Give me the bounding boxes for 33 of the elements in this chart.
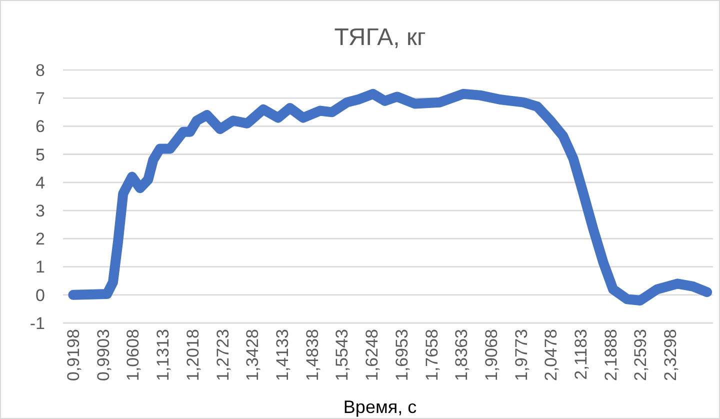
x-tick-label: 2,2593	[631, 329, 650, 381]
x-tick-label: 1,8363	[452, 329, 472, 381]
y-tick-label: 6	[36, 117, 45, 136]
y-tick-label: 2	[36, 230, 45, 249]
y-tick-label: 8	[36, 60, 45, 80]
y-tick-label: 1	[36, 258, 45, 277]
y-tick-label: 3	[36, 202, 45, 221]
x-tick-label: 1,9068	[482, 329, 501, 381]
x-tick-label: 1,7658	[422, 329, 442, 381]
x-tick-label: 1,6953	[392, 329, 412, 381]
x-tick-label: 1,5543	[332, 329, 352, 381]
x-tick-label: 0,9198	[64, 329, 84, 381]
x-tick-label: 1,1313	[154, 329, 173, 381]
y-tick-label: 5	[36, 145, 45, 164]
x-tick-label: 2,1183	[572, 329, 591, 380]
x-tick-label: 1,6248	[362, 329, 382, 381]
y-tick-label: 7	[36, 89, 45, 108]
x-tick-label: 2,0478	[542, 329, 561, 381]
x-tick-label: 1,9773	[512, 329, 531, 381]
x-tick-label: 1,3428	[243, 329, 262, 381]
x-tick-label: 1,4838	[302, 329, 322, 381]
chart-title: ТЯГА, кг	[334, 24, 426, 51]
x-tick-label: 1,4133	[273, 329, 292, 381]
x-tick-label: 2,1888	[601, 329, 620, 381]
x-tick-label: 1,0608	[124, 329, 143, 381]
y-tick-label: 4	[36, 173, 45, 192]
x-tick-label: 0,9903	[94, 329, 113, 381]
x-tick-label: 1,2018	[183, 329, 202, 381]
x-tick-label: 2,3298	[661, 329, 680, 381]
x-tick-label: 1,2723	[213, 329, 232, 381]
y-tick-label: -1	[30, 314, 45, 333]
y-tick-label: 0	[36, 286, 45, 305]
x-axis-title: Время, с	[343, 397, 417, 417]
